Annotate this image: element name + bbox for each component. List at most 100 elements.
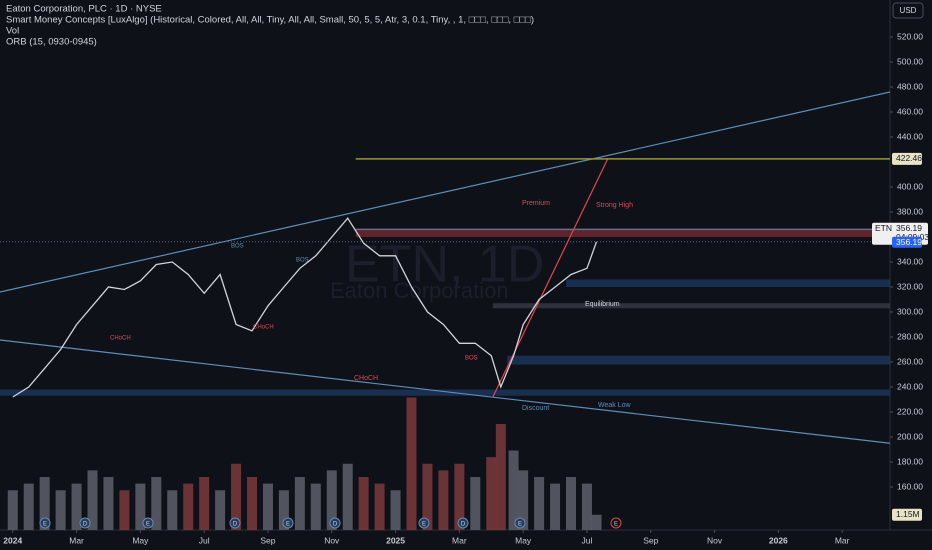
volume-bar <box>495 424 506 530</box>
indicator-legend: Vol <box>6 26 19 37</box>
x-tick-label: Jul <box>199 535 210 545</box>
annotation: BOS <box>231 244 244 250</box>
annotation: Discount <box>522 405 549 412</box>
event-label: E <box>518 522 522 528</box>
y-tick-label: 160.00 <box>897 481 923 491</box>
indicator-legend: Smart Money Concepts [LuxAlgo] (Historic… <box>6 15 534 26</box>
trendline <box>0 339 891 444</box>
volume-bar <box>119 490 130 530</box>
x-tick-label: Mar <box>452 535 467 545</box>
x-tick-label: 2024 <box>3 535 22 545</box>
event-label: D <box>83 522 88 528</box>
y-tick-label: 400.00 <box>897 181 923 191</box>
event-marker <box>39 517 51 529</box>
volume-bar <box>231 463 242 530</box>
event-label: E <box>422 522 426 528</box>
y-tick-label: 520.00 <box>897 31 923 41</box>
annotation: BOS <box>296 258 309 264</box>
y-tick-label: 200.00 <box>897 431 923 441</box>
volume-bar <box>199 477 210 530</box>
zone <box>0 389 890 396</box>
volume-bar <box>103 477 114 530</box>
volume-bar <box>71 483 82 530</box>
annotation: CHoCH <box>354 375 378 382</box>
volume-bar <box>39 477 50 530</box>
y-tick-label: 340.00 <box>897 256 923 266</box>
volume-bar <box>508 450 519 530</box>
volume-bar <box>438 470 449 530</box>
volume-bar <box>294 477 305 530</box>
symbol-tag-price: 356.19 <box>896 223 922 233</box>
volume-bar <box>534 477 545 530</box>
event-label: E <box>43 522 47 528</box>
zone <box>566 279 890 287</box>
y-tick-label: 180.00 <box>897 456 923 466</box>
volume-bar <box>87 470 98 530</box>
y-tick-label: 300.00 <box>897 306 923 316</box>
volume-bar <box>486 457 497 530</box>
currency-button[interactable] <box>892 2 924 19</box>
volume-tag <box>892 508 922 521</box>
volume-bar <box>422 463 433 530</box>
annotation: BOS <box>465 356 478 362</box>
currency-label[interactable]: USD <box>900 6 917 15</box>
indicator-legend: ORB (15, 0930-0945) <box>6 37 97 48</box>
x-tick-label: Sep <box>260 535 275 545</box>
x-tick-label: Nov <box>324 535 340 545</box>
y-tick-label: 240.00 <box>897 381 923 391</box>
event-marker <box>282 517 294 529</box>
annotation: Strong High <box>596 202 633 209</box>
watermark: ETN, 1D <box>345 236 544 294</box>
x-tick-label: Mar <box>69 535 84 545</box>
x-tick-label: May <box>515 535 532 545</box>
volume-bar <box>215 490 226 530</box>
zone <box>507 355 890 365</box>
y-tick-label: 460.00 <box>897 106 923 116</box>
volume-bar <box>358 477 369 530</box>
zone <box>492 303 890 309</box>
event-marker <box>142 517 154 529</box>
volume-bar <box>374 483 385 530</box>
event-label: E <box>614 522 618 528</box>
x-tick-label: Mar <box>835 535 850 545</box>
y-tick-label: 320.00 <box>897 281 923 291</box>
event-label: D <box>233 522 238 528</box>
volume-bar <box>310 483 321 530</box>
event-marker <box>457 517 469 529</box>
price-line <box>12 217 598 398</box>
volume-bar <box>278 490 289 530</box>
volume-bar <box>470 477 481 530</box>
event-label: D <box>461 522 466 528</box>
volume-bar <box>55 490 66 530</box>
volume-bar <box>247 477 258 530</box>
symbol-title: Eaton Corporation, PLC · 1D · NYSE <box>6 4 162 15</box>
volume-bar <box>151 477 162 530</box>
volume-bar <box>390 490 401 530</box>
volume-bar <box>406 397 417 530</box>
volume-bar <box>167 490 178 530</box>
y-tick-label: 440.00 <box>897 131 923 141</box>
event-label: E <box>286 522 290 528</box>
price-tag <box>892 236 922 248</box>
annotation: Weak Low <box>598 402 631 409</box>
volume-bar <box>262 483 273 530</box>
volume-bar <box>454 463 465 530</box>
event-marker <box>418 517 430 529</box>
trendline <box>0 91 891 293</box>
event-label: D <box>333 522 338 528</box>
y-tick-label: 500.00 <box>897 56 923 66</box>
x-tick-label: Jul <box>582 535 593 545</box>
price-tag-label: 422.46 <box>896 153 922 163</box>
price-tag-label: 356.19 <box>896 237 922 247</box>
y-tick-label: 260.00 <box>897 356 923 366</box>
volume-bar <box>591 514 602 530</box>
event-marker <box>79 517 91 529</box>
volume-bar <box>566 477 577 530</box>
y-tick-label: 380.00 <box>897 206 923 216</box>
x-tick-label: Nov <box>707 535 723 545</box>
zone <box>355 229 890 237</box>
volume-bar <box>23 483 34 530</box>
volume-bar <box>518 470 529 530</box>
